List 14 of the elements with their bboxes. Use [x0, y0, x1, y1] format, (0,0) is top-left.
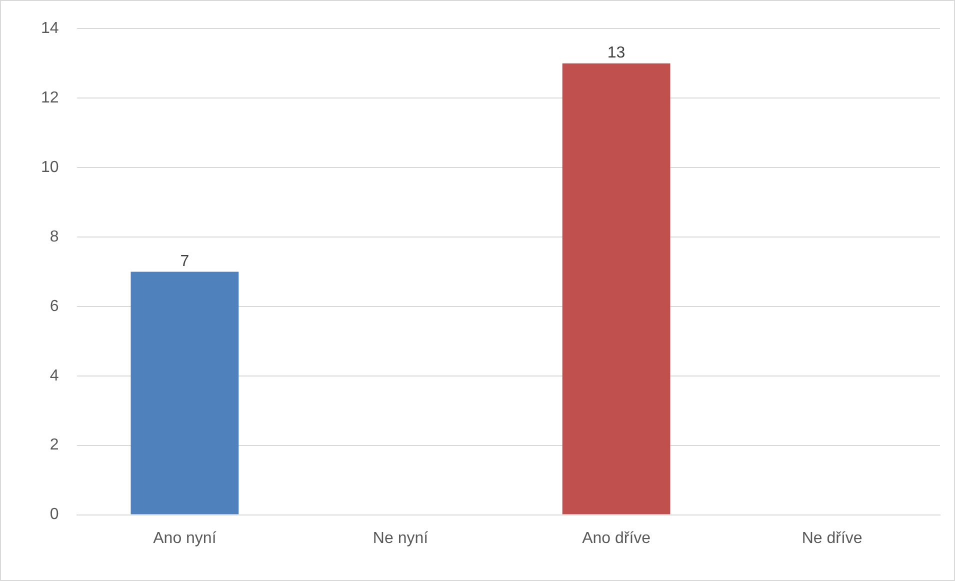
x-tick-label: Ne dříve — [802, 530, 862, 547]
y-tick-label: 10 — [41, 158, 59, 176]
y-tick-label: 2 — [50, 436, 59, 454]
y-tick-label: 4 — [50, 367, 59, 384]
x-tick-label: Ne nyní — [372, 530, 429, 547]
x-tick-label: Ano dříve — [582, 530, 651, 547]
y-tick-label: 8 — [50, 228, 59, 246]
y-tick-label: 12 — [41, 89, 59, 106]
x-tick-label: Ano nyní — [153, 530, 217, 547]
y-tick-label: 14 — [41, 20, 59, 38]
y-tick-label: 6 — [50, 298, 59, 315]
data-label: 13 — [607, 44, 626, 62]
y-tick-label: 0 — [50, 506, 59, 524]
data-label: 7 — [180, 253, 190, 270]
